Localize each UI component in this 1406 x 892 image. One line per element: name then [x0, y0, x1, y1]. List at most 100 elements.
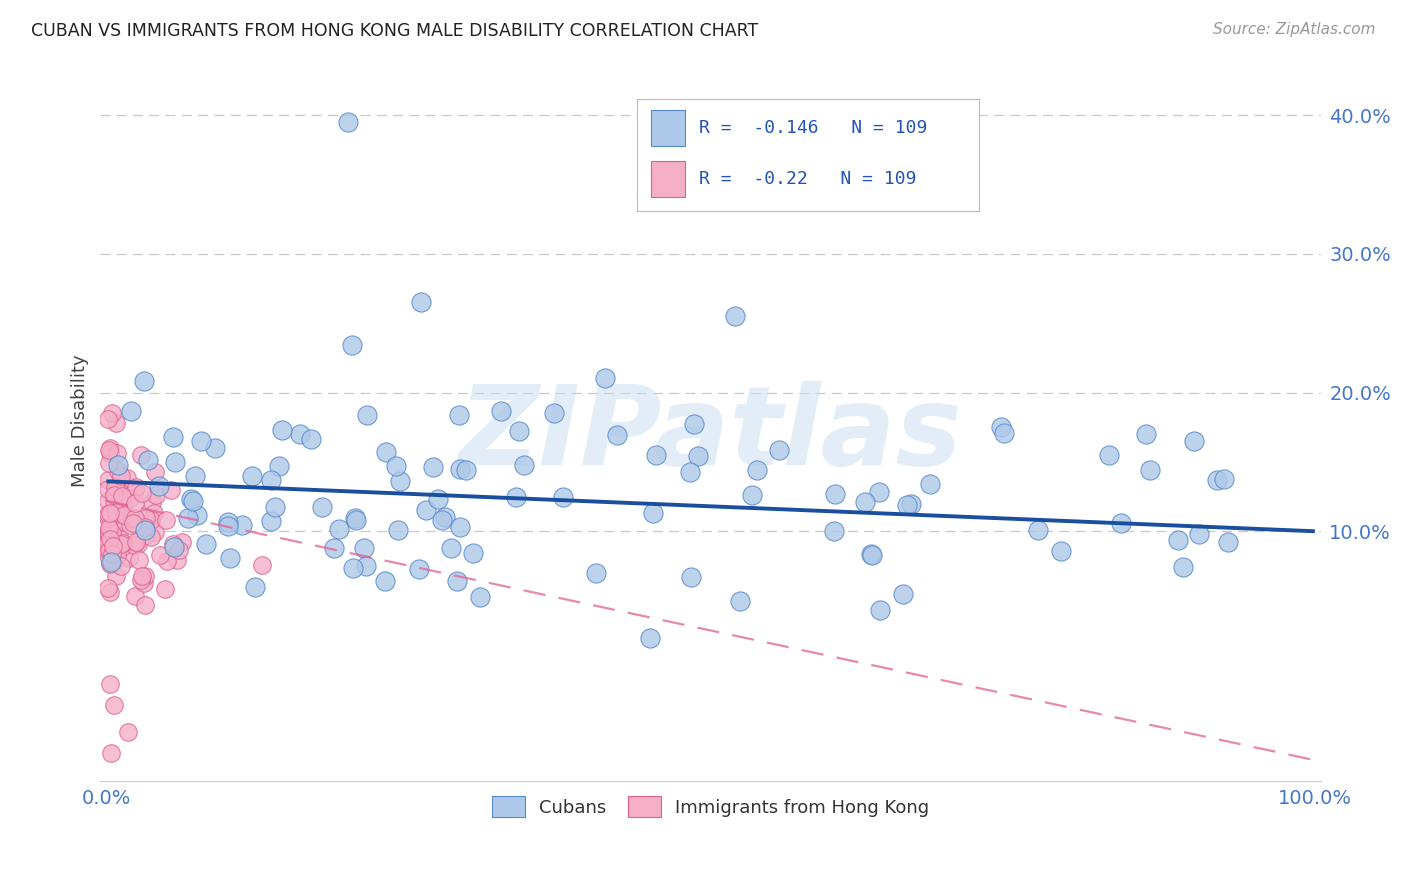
- Point: [454, 462, 477, 476]
- Point: [679, 569, 702, 583]
- Point: [98, 446, 121, 460]
- Point: [120, 510, 142, 524]
- Point: [124, 496, 146, 510]
- Point: [408, 561, 430, 575]
- Point: [104, 480, 127, 494]
- Point: [98, 548, 121, 562]
- Point: [145, 488, 167, 502]
- Point: [101, 547, 124, 561]
- Point: [134, 527, 156, 541]
- Point: [97, 473, 120, 487]
- Point: [132, 575, 155, 590]
- Point: [111, 535, 134, 549]
- Point: [824, 524, 846, 538]
- Point: [101, 509, 124, 524]
- Point: [97, 493, 120, 508]
- Point: [155, 513, 177, 527]
- Point: [638, 631, 661, 645]
- Point: [134, 569, 156, 583]
- Y-axis label: Male Disability: Male Disability: [72, 354, 89, 487]
- Point: [97, 507, 120, 521]
- Point: [98, 533, 121, 547]
- Point: [859, 547, 882, 561]
- Point: [342, 560, 364, 574]
- Point: [112, 508, 135, 522]
- Point: [260, 514, 283, 528]
- Point: [98, 677, 121, 691]
- Point: [218, 551, 240, 566]
- Point: [167, 543, 190, 558]
- Point: [153, 582, 176, 596]
- Point: [177, 511, 200, 525]
- Point: [156, 554, 179, 568]
- Point: [449, 408, 471, 422]
- Point: [606, 428, 628, 442]
- Point: [97, 510, 120, 524]
- Point: [101, 539, 124, 553]
- Point: [508, 424, 530, 438]
- Point: [134, 523, 156, 537]
- Point: [97, 551, 120, 566]
- Point: [111, 499, 134, 513]
- Point: [98, 557, 121, 571]
- Point: [354, 558, 377, 573]
- Point: [686, 449, 709, 463]
- Point: [186, 508, 208, 522]
- Point: [97, 581, 120, 595]
- Point: [107, 458, 129, 472]
- Text: ZIPatlas: ZIPatlas: [458, 381, 963, 488]
- Point: [135, 511, 157, 525]
- Text: CUBAN VS IMMIGRANTS FROM HONG KONG MALE DISABILITY CORRELATION CHART: CUBAN VS IMMIGRANTS FROM HONG KONG MALE …: [31, 22, 758, 40]
- Point: [105, 515, 128, 529]
- Point: [409, 295, 432, 310]
- Point: [166, 553, 188, 567]
- Point: [543, 406, 565, 420]
- Point: [124, 511, 146, 525]
- Point: [98, 442, 121, 456]
- Point: [356, 408, 378, 422]
- Point: [1050, 544, 1073, 558]
- Point: [105, 569, 128, 583]
- Point: [134, 599, 156, 613]
- Legend: Cubans, Immigrants from Hong Kong: Cubans, Immigrants from Hong Kong: [484, 787, 938, 826]
- Point: [105, 416, 128, 430]
- Point: [389, 474, 412, 488]
- Point: [264, 500, 287, 515]
- Point: [121, 516, 143, 530]
- Point: [112, 490, 135, 504]
- Point: [128, 516, 150, 531]
- Point: [900, 498, 922, 512]
- Point: [461, 546, 484, 560]
- Point: [111, 490, 134, 504]
- Point: [111, 540, 134, 554]
- Point: [551, 490, 574, 504]
- Point: [134, 519, 156, 533]
- Point: [644, 449, 666, 463]
- Point: [1026, 523, 1049, 537]
- Point: [489, 404, 512, 418]
- Point: [104, 510, 127, 524]
- Point: [105, 446, 128, 460]
- Point: [97, 526, 120, 541]
- Point: [585, 566, 607, 580]
- Point: [853, 495, 876, 509]
- Point: [384, 459, 406, 474]
- Point: [120, 517, 142, 532]
- Point: [745, 463, 768, 477]
- Point: [1167, 533, 1189, 547]
- Point: [132, 374, 155, 388]
- Point: [353, 541, 375, 555]
- Point: [1135, 427, 1157, 442]
- Point: [103, 521, 125, 535]
- Point: [97, 521, 120, 535]
- Point: [231, 518, 253, 533]
- Point: [97, 456, 120, 470]
- Point: [162, 430, 184, 444]
- Point: [593, 371, 616, 385]
- Point: [643, 506, 665, 520]
- Point: [97, 543, 120, 558]
- Point: [105, 548, 128, 562]
- Point: [97, 535, 120, 549]
- Point: [117, 725, 139, 739]
- Point: [136, 453, 159, 467]
